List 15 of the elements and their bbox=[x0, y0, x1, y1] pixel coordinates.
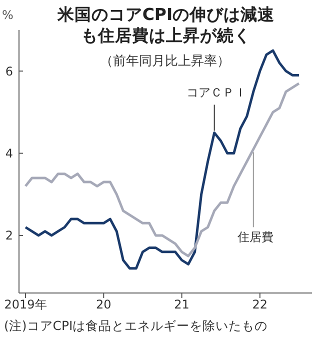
y-tick-label: 6 bbox=[5, 64, 13, 78]
y-tick-label: 4 bbox=[5, 146, 13, 161]
y-tick-label: 2 bbox=[5, 228, 13, 243]
text: (注)コアCPIは食品とエネルギーを除いたもの bbox=[4, 318, 268, 335]
series-label: コアＣＰＩ bbox=[186, 86, 246, 100]
x-tick-label: 20 bbox=[96, 298, 112, 312]
y-axis-title: % bbox=[2, 8, 14, 22]
line-series bbox=[24, 82, 300, 258]
x-tick-label: 22 bbox=[252, 298, 268, 312]
x-tick-label: 2019年 bbox=[4, 298, 47, 312]
x-tick-label: 21 bbox=[174, 298, 190, 312]
chart-title: 米国のコアCPIの伸びは減速も住居費は上昇が続く bbox=[56, 4, 276, 46]
text: 住居費 bbox=[236, 230, 274, 244]
line-series bbox=[24, 49, 300, 270]
text: （前年同月比上昇率） bbox=[99, 53, 231, 70]
